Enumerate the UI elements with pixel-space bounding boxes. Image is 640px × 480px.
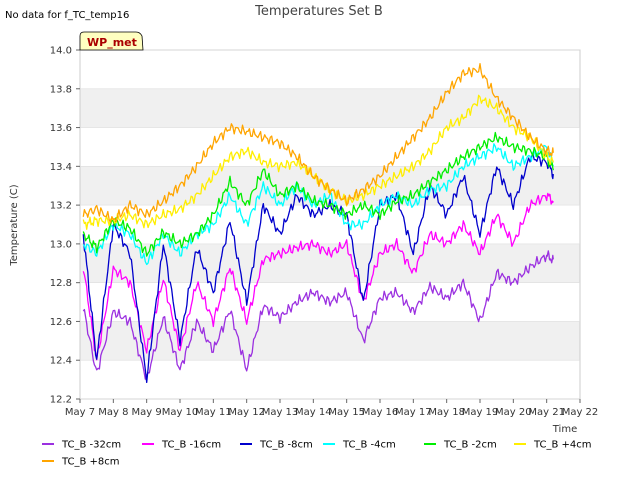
site-badge: WP_met <box>79 31 144 51</box>
x-tick-label: May 17 <box>395 407 432 418</box>
y-tick-label: 12.2 <box>50 395 72 406</box>
x-tick-label: May 20 <box>495 407 532 418</box>
site-badge-box <box>79 31 144 51</box>
series-line <box>82 192 554 361</box>
y-tick-label: 13.8 <box>50 84 72 95</box>
y-axis-label: Temperature (C) <box>9 184 20 266</box>
legend-label: TC_B +4cm <box>533 440 592 451</box>
x-tick-label: May 9 <box>132 407 162 418</box>
series-lines <box>82 63 554 384</box>
x-tick-label: May 7 <box>65 407 95 418</box>
series-line <box>82 131 554 257</box>
x-tick-label: May 16 <box>362 407 399 418</box>
no-data-note: No data for f_TC_temp16 <box>5 10 129 21</box>
x-tick-label: May 15 <box>328 407 365 418</box>
x-tick-label: May 12 <box>228 407 265 418</box>
legend-label: TC_B -2cm <box>443 440 497 451</box>
legend-label: TC_B -32cm <box>61 440 121 451</box>
y-tick-label: 14.0 <box>50 46 72 57</box>
x-tick-label: May 21 <box>528 407 565 418</box>
y-tick-label: 12.4 <box>50 356 72 367</box>
y-tick-label: 13.0 <box>50 239 72 250</box>
x-tick-label: May 14 <box>295 407 332 418</box>
series-line <box>82 250 554 380</box>
series-line <box>82 94 554 230</box>
y-axis-ticks: 12.2 12.4 12.6 12.8 13.0 13.2 13.4 13.6 13.8 14.0 <box>50 46 580 406</box>
legend-label: TC_B -8cm <box>259 440 313 451</box>
y-tick-label: 12.6 <box>50 317 72 328</box>
x-tick-label: May 19 <box>462 407 499 418</box>
legend-label: TC_B -4cm <box>342 440 396 451</box>
legend: TC_B -32cm TC_B -16cm TC_B -8cm TC_B -4cm TC… <box>42 440 592 468</box>
x-tick-label: May 11 <box>195 407 232 418</box>
x-tick-label: May 10 <box>162 407 199 418</box>
x-tick-label: May 13 <box>262 407 299 418</box>
plot-bands <box>80 88 580 361</box>
site-badge-label: WP_met <box>87 36 137 49</box>
y-tick-label: 12.8 <box>50 278 72 289</box>
series-line <box>82 152 554 384</box>
y-tick-label: 13.4 <box>50 162 72 173</box>
y-tick-label: 13.2 <box>50 201 72 212</box>
legend-label: TC_B +8cm <box>61 457 120 468</box>
chart-title: Temperatures Set B <box>254 4 383 19</box>
x-tick-label: May 22 <box>562 407 599 418</box>
x-tick-label: May 8 <box>98 407 128 418</box>
x-tick-label: May 18 <box>428 407 465 418</box>
y-tick-label: 13.6 <box>50 123 72 134</box>
legend-label: TC_B -16cm <box>161 440 221 451</box>
plot-band <box>80 88 580 128</box>
plot-band <box>80 321 580 361</box>
x-axis-label: Time <box>552 424 577 435</box>
series-line <box>82 63 554 224</box>
